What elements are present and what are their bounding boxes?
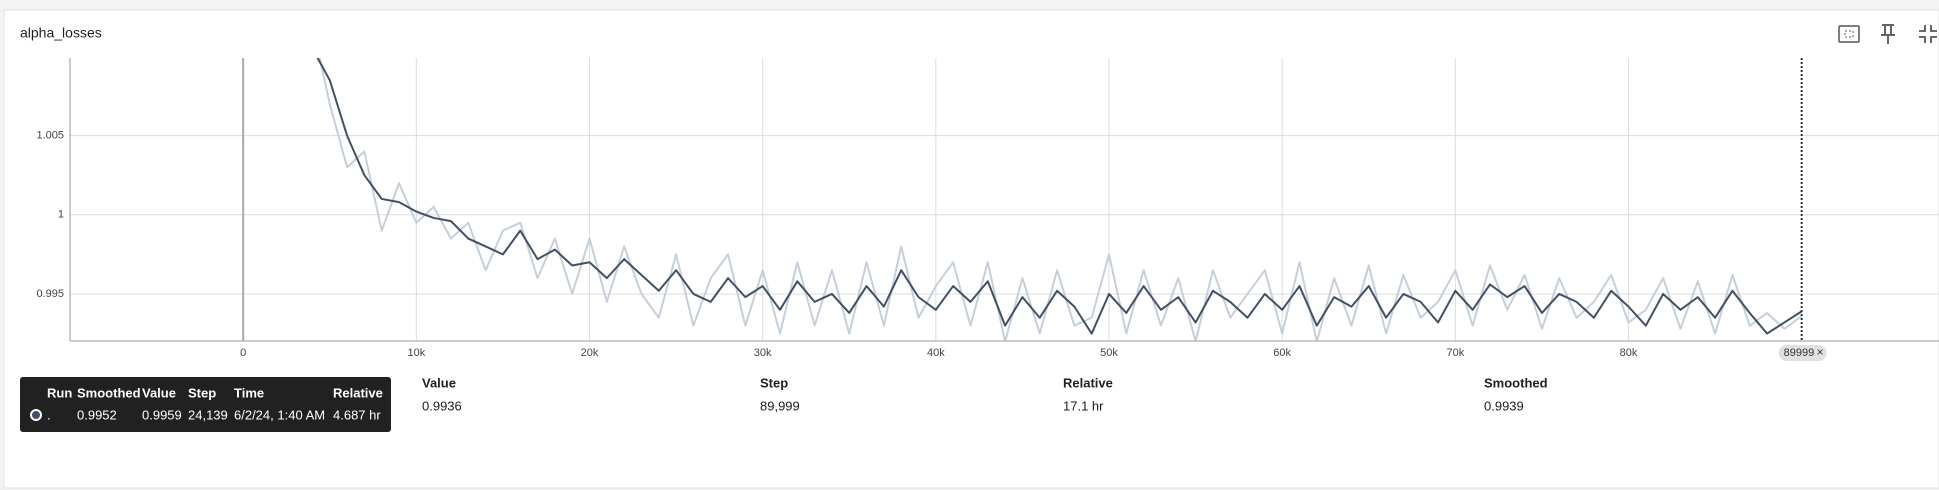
tooltip-header: Step xyxy=(188,385,216,400)
tooltip-background xyxy=(20,377,391,432)
tooltip-header: Relative xyxy=(333,385,383,400)
cursor-badge xyxy=(1778,345,1827,361)
fit-icon[interactable] xyxy=(1838,25,1860,43)
x-tick-label: 70k xyxy=(1446,347,1464,359)
x-tick-label: 60k xyxy=(1273,347,1291,359)
axes: 0.995 1 1.005 0 10k 20k 30k 40k 50k 60k 70k 80k 8999… xyxy=(36,58,1827,361)
cursor-close[interactable]: × xyxy=(1817,345,1824,359)
pin-icon[interactable] xyxy=(1881,24,1895,44)
x-tick-label: 0 xyxy=(240,347,246,359)
data-table: Value 0.9936 Step 89,999 Relative 17.1 hr Smoo… xyxy=(422,375,1548,413)
x-tick-label: 30k xyxy=(754,347,772,359)
table-cell: 0.9936 xyxy=(422,398,462,413)
tooltip-cell: 6/2/24, 1:40 AM xyxy=(234,407,325,422)
tooltip-cell: 0.9959 xyxy=(142,407,182,422)
plot-area xyxy=(316,58,1803,341)
x-tick-label: 10k xyxy=(407,347,425,359)
table-cell: 89,999 xyxy=(760,398,800,413)
x-tick-label: 80k xyxy=(1620,347,1638,359)
x-tick-label: 20k xyxy=(581,347,599,359)
tooltip-header: Value xyxy=(142,385,176,400)
tooltip-cell: 4.687 hr xyxy=(333,407,381,422)
tooltip-cell: . xyxy=(47,407,51,422)
series-line xyxy=(316,58,1803,335)
x-tick-label: 50k xyxy=(1100,347,1118,359)
series-line xyxy=(318,58,1803,341)
tooltip-header: Time xyxy=(234,385,264,400)
y-tick-label: 0.995 xyxy=(36,288,64,300)
collapse-icon[interactable] xyxy=(1919,25,1937,43)
grid xyxy=(70,58,1939,341)
table-cell: 0.9939 xyxy=(1484,398,1524,413)
tooltip-cell: 0.9952 xyxy=(77,407,117,422)
run-swatch xyxy=(30,409,42,421)
tooltip-header: Run xyxy=(47,385,72,400)
table-cell: 17.1 hr xyxy=(1063,398,1104,413)
tooltip-cell: 24,139 xyxy=(188,407,228,422)
table-header: Relative xyxy=(1063,375,1113,390)
tooltip-header: Smoothed xyxy=(77,385,141,400)
table-header: Value xyxy=(422,375,456,390)
table-header: Smoothed xyxy=(1484,375,1548,390)
table-header: Step xyxy=(760,375,788,390)
cursor-step-label: 89999 xyxy=(1784,347,1815,359)
tooltip-content: Run. Smoothed 0.9952 Value 0.9959 Step 24,139 T… xyxy=(47,385,383,422)
y-tick-label: 1.005 xyxy=(36,130,64,142)
card-title: alpha_losses xyxy=(20,25,102,41)
y-tick-label: 1 xyxy=(58,209,64,221)
tooltip xyxy=(20,377,391,432)
x-tick-label: 40k xyxy=(927,347,945,359)
